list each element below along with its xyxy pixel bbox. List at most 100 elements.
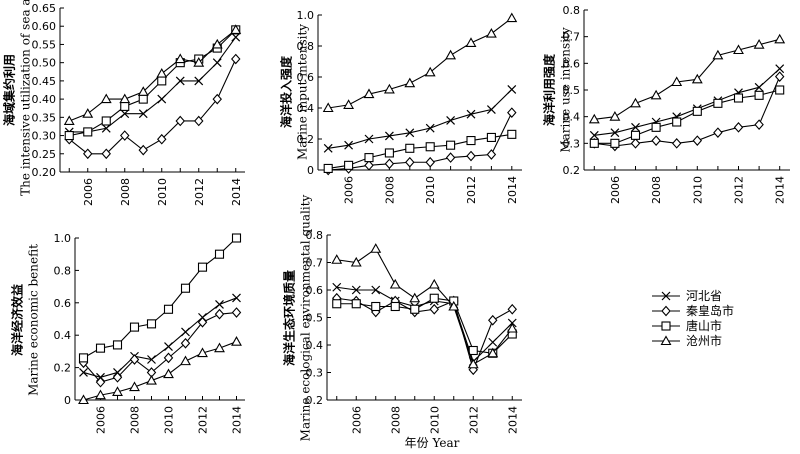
- data-point-square: [78, 353, 89, 363]
- x-tick-label: 2010: [424, 176, 437, 204]
- data-point-diamond: [425, 156, 435, 168]
- data-point-square: [351, 299, 361, 309]
- data-point-cross: [344, 140, 354, 150]
- legend-label: 秦皇岛市: [686, 303, 734, 318]
- data-point-diamond: [194, 115, 204, 127]
- data-point-cross: [175, 76, 185, 86]
- data-point-diamond: [197, 316, 208, 328]
- data-point-triangle: [465, 37, 477, 47]
- data-point-diamond: [384, 158, 395, 170]
- x-tick-label: 2014: [506, 406, 519, 434]
- data-point-square: [163, 304, 174, 314]
- data-point-cross: [101, 123, 111, 133]
- data-point-square: [112, 340, 123, 350]
- series-line-square: [594, 89, 780, 144]
- y-tick-label: 1.0: [297, 9, 315, 22]
- series-line-diamond: [68, 58, 237, 155]
- series-line-triangle: [69, 29, 237, 122]
- data-point-cross: [486, 105, 496, 114]
- data-point-cross: [147, 355, 156, 364]
- data-point-triangle: [774, 33, 786, 44]
- data-point-cross: [157, 94, 167, 104]
- x-tick-label: 2008: [389, 406, 402, 434]
- data-point-cross: [488, 337, 498, 347]
- data-point-triangle: [193, 57, 205, 67]
- data-point-square: [231, 233, 242, 243]
- data-point-cross: [231, 32, 241, 42]
- data-point-diamond: [692, 135, 703, 146]
- legend-marker-triangle: [660, 335, 672, 346]
- data-point-square: [364, 153, 374, 163]
- data-point-square: [214, 249, 225, 259]
- series-line-cross: [69, 36, 237, 133]
- data-point-square: [83, 127, 93, 137]
- data-point-square: [651, 122, 661, 132]
- data-point-triangle: [350, 256, 362, 267]
- data-point-diamond: [429, 303, 439, 315]
- data-point-square: [713, 98, 723, 108]
- data-point-square: [405, 143, 415, 153]
- y-tick-label: 0.7: [306, 257, 324, 270]
- data-point-diamond: [180, 337, 191, 349]
- data-point-square: [120, 101, 130, 111]
- series-line-triangle: [83, 341, 237, 401]
- data-point-triangle: [691, 73, 703, 84]
- data-point-diamond: [163, 352, 174, 364]
- legend-label: 河北省: [686, 289, 722, 303]
- data-point-triangle: [214, 342, 225, 353]
- data-point-diamond: [364, 160, 374, 171]
- y-tick-label: 0.40: [32, 93, 57, 106]
- data-point-triangle: [146, 374, 157, 385]
- y-tick-label: 0.4: [54, 329, 72, 342]
- x-tick-label: 2012: [733, 176, 746, 204]
- data-point-cross: [446, 115, 456, 125]
- data-point-square: [344, 160, 354, 170]
- data-point-triangle: [82, 108, 94, 118]
- data-point-square: [384, 148, 394, 158]
- data-point-diamond: [212, 93, 222, 105]
- data-point-triangle: [487, 347, 499, 358]
- data-point-square: [129, 322, 140, 332]
- data-point-triangle: [506, 322, 518, 333]
- data-point-square: [146, 319, 157, 329]
- data-point-triangle: [129, 381, 140, 392]
- y-tick-label: 0.35: [32, 111, 57, 124]
- data-point-square: [323, 163, 333, 173]
- data-point-triangle: [588, 113, 600, 124]
- series-line-cross: [336, 286, 513, 363]
- series-line-cross: [83, 297, 237, 378]
- series-line-cross: [328, 89, 513, 149]
- legend-marker-diamond: [661, 305, 671, 317]
- y-tick-label: 0.8: [54, 264, 72, 277]
- data-point-triangle: [506, 12, 518, 23]
- data-point-triangle: [485, 27, 497, 38]
- data-point-diamond: [129, 354, 140, 365]
- series-line-triangle: [594, 38, 780, 120]
- data-point-square: [446, 140, 456, 150]
- data-point-triangle: [428, 278, 440, 289]
- data-point-square: [138, 94, 148, 104]
- data-point-triangle: [156, 67, 168, 78]
- data-point-diamond: [671, 138, 682, 149]
- y-axis-title-cn: 海洋经济效益: [10, 284, 25, 356]
- data-point-triangle: [211, 38, 223, 49]
- data-point-cross: [215, 299, 224, 309]
- y-tick-label: 0.6: [54, 297, 72, 310]
- y-tick-label: 0.7: [563, 31, 581, 44]
- data-point-triangle: [119, 93, 131, 104]
- data-point-square: [371, 301, 381, 312]
- series-line-square: [336, 297, 513, 354]
- data-point-square: [672, 117, 682, 127]
- data-point-square: [64, 131, 74, 141]
- data-point-triangle: [95, 389, 106, 400]
- data-point-triangle: [448, 300, 460, 311]
- x-tick-label: 2006: [350, 406, 363, 434]
- data-point-square: [157, 76, 167, 86]
- data-point-cross: [589, 130, 599, 140]
- data-point-diamond: [488, 314, 498, 326]
- y-axis-title-en: The intensive utilization of sea aea: [19, 0, 33, 196]
- y-tick-label: 0.4: [563, 111, 581, 124]
- data-point-cross: [194, 76, 204, 86]
- chart-intensive-utilization: 0.20 0.25 0.30 0.35 0.40 0.45 0.50 0.55 0.60 0.65…: [2, 0, 245, 206]
- data-point-diamond: [774, 71, 785, 82]
